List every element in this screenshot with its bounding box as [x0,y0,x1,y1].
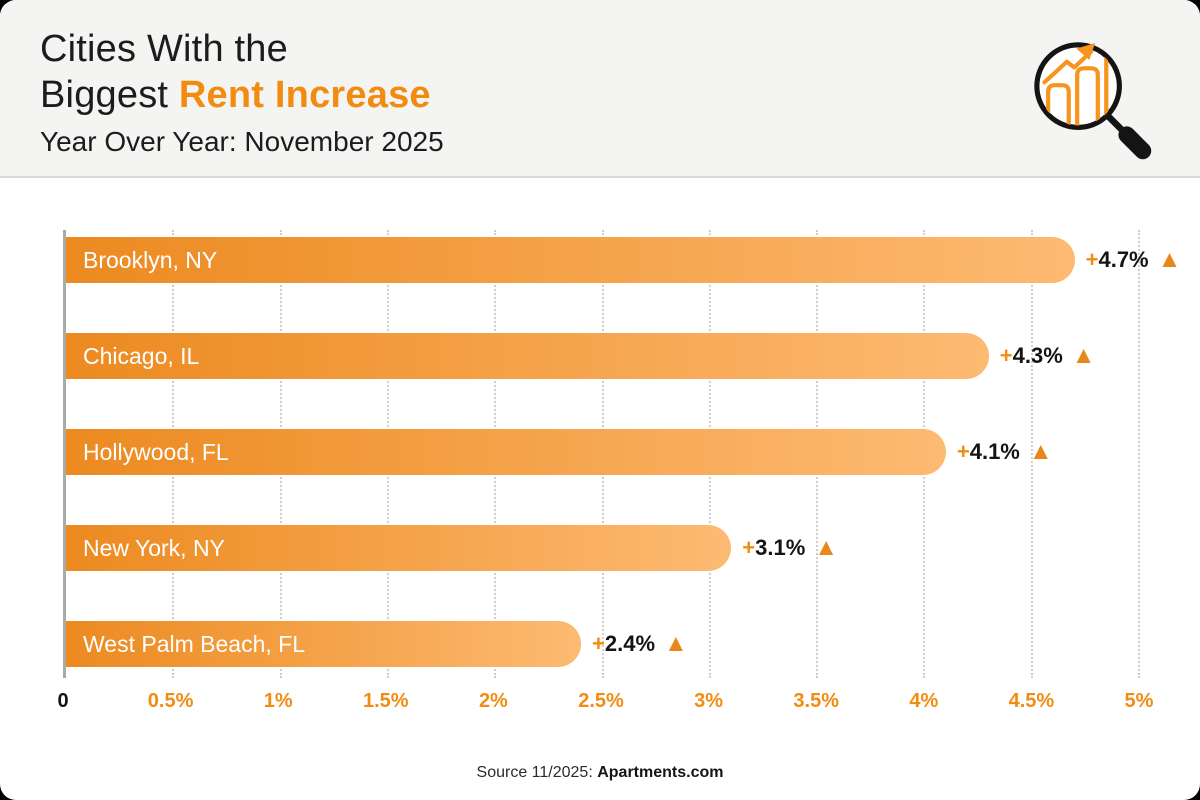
x-tick-label: 0 [57,690,69,712]
bar-row: Hollywood, FL +4.1% ▲ [66,429,1139,475]
x-tick-label: 2.5% [578,690,624,712]
chart: Brooklyn, NY +4.7% ▲ Chicago, IL +4.3% ▲ Holly… [0,230,1200,782]
x-tick-label: 3% [694,690,724,712]
plus-sign: + [592,631,605,656]
bar: Brooklyn, NY [66,237,1075,283]
gridline [1138,230,1140,678]
x-tick-label: 4.5% [1008,690,1055,712]
value-number: 4.1% [969,439,1020,464]
bar-category-label: West Palm Beach, FL [83,630,305,657]
bar-row: New York, NY +3.1% ▲ [66,525,1139,571]
bar-row: West Palm Beach, FL +2.4% ▲ [66,621,1139,667]
source-prefix: Source 11/2025: [476,764,598,781]
x-tick-label: 1.5% [363,690,409,712]
bar-category-label: Chicago, IL [83,342,200,369]
magnifying-glass-bar-chart-icon [1034,42,1152,160]
up-triangle-icon: ▲ [1157,246,1182,273]
bar-category-label: Brooklyn, NY [83,246,218,273]
bar-value-label: +3.1% ▲ [742,535,838,561]
bar: West Palm Beach, FL [66,621,582,667]
bar-row: Chicago, IL +4.3% ▲ [66,333,1139,379]
title-highlight: Rent Increase [178,74,431,117]
value-number: 4.7% [1098,247,1149,272]
x-axis: 0 0.5% 1% 1.5% 2% 2.5% 3% 3.5% 4% 4.5% 5% [57,686,1153,720]
source-brand: Apartments.com [597,764,724,781]
plus-sign: + [742,535,756,560]
x-tick-label: 3.5% [793,690,839,712]
plot-area: Brooklyn, NY +4.7% ▲ Chicago, IL +4.3% ▲ Holly… [63,230,1181,678]
value-number: 2.4% [604,631,656,656]
bar: New York, NY [66,525,732,571]
bar-value-label: +2.4% ▲ [592,631,688,657]
page-title: Cities With the Biggest Rent Increase [40,26,444,119]
bar-category-label: New York, NY [83,534,225,561]
bar-row: Brooklyn, NY +4.7% ▲ [66,237,1181,283]
value-number: 4.3% [1012,343,1063,368]
bar-value-label: +4.7% ▲ [1086,247,1182,273]
value-number: 3.1% [755,535,806,560]
source-note: Source 11/2025: Apartments.com [0,764,1200,782]
x-tick-label: 4% [909,690,939,712]
title-line2-prefix: Biggest [40,74,179,117]
gridline [1030,230,1033,678]
x-tick-label: 1% [263,690,293,712]
x-tick-label: 0.5% [147,690,194,712]
x-tick-label: 5% [1124,690,1154,712]
plus-sign: + [999,343,1013,368]
header: Cities With the Biggest Rent Increase Ye… [0,0,1200,178]
x-tick-label: 2% [478,690,508,712]
bar: Chicago, IL [66,333,989,379]
page-subtitle: Year Over Year: November 2025 [40,125,444,157]
plus-sign: + [956,439,970,464]
plus-sign: + [1085,247,1099,272]
up-triangle-icon: ▲ [664,630,688,657]
up-triangle-icon: ▲ [1028,438,1053,465]
bar: Hollywood, FL [66,429,946,475]
title-block: Cities With the Biggest Rent Increase Ye… [40,26,444,159]
up-triangle-icon: ▲ [1071,342,1096,369]
bar-category-label: Hollywood, FL [83,438,229,465]
bar-value-label: +4.3% ▲ [1000,343,1096,369]
title-line1: Cities With the [40,28,288,70]
up-triangle-icon: ▲ [814,534,839,561]
bar-value-label: +4.1% ▲ [957,439,1053,465]
